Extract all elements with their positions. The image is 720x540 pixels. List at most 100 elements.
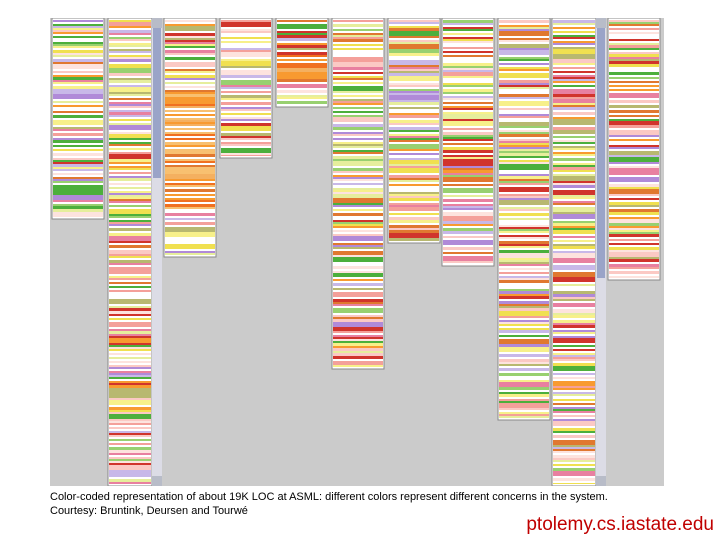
- concern-stripe: [609, 221, 659, 223]
- concern-stripe: [333, 292, 383, 294]
- scroll-thumb[interactable]: [153, 28, 161, 178]
- concern-stripe: [333, 203, 383, 205]
- concern-stripe: [165, 38, 215, 40]
- concern-stripe: [53, 59, 103, 62]
- concern-stripe: [221, 136, 271, 138]
- concern-stripe: [165, 200, 215, 202]
- concern-stripe: [221, 107, 271, 109]
- concern-stripe: [443, 114, 493, 119]
- concern-stripe: [609, 93, 659, 98]
- scroll-up-icon[interactable]: [152, 18, 162, 28]
- concern-stripe: [221, 50, 271, 52]
- concern-stripe: [221, 48, 271, 50]
- concern-stripe: [499, 134, 549, 137]
- scroll-down-icon[interactable]: [152, 476, 162, 486]
- concern-stripe: [499, 91, 549, 94]
- concern-stripe: [553, 228, 595, 230]
- concern-stripe: [553, 294, 595, 297]
- concern-stripe: [53, 120, 103, 125]
- concern-stripe: [389, 149, 439, 151]
- concern-stripe: [389, 111, 439, 113]
- concern-stripe: [499, 301, 549, 304]
- concern-stripe: [53, 177, 103, 179]
- scrollbar-2[interactable]: [152, 18, 162, 486]
- concern-stripe: [609, 257, 659, 259]
- concern-stripe: [109, 87, 151, 92]
- concern-stripe: [443, 199, 493, 202]
- concern-stripe: [53, 202, 103, 204]
- concern-stripe: [277, 24, 327, 29]
- concern-stripe: [553, 99, 595, 101]
- scroll-down-icon[interactable]: [596, 476, 606, 486]
- concern-stripe: [499, 194, 549, 196]
- concern-stripe: [221, 123, 271, 126]
- concern-stripe: [499, 320, 549, 322]
- concern-stripe: [333, 329, 383, 331]
- concern-stripe: [609, 239, 659, 241]
- concern-stripe: [443, 68, 493, 70]
- concern-stripe: [333, 299, 383, 302]
- concern-stripe: [109, 373, 151, 375]
- concern-stripe: [53, 113, 103, 115]
- concern-stripe: [277, 79, 327, 82]
- concern-stripe: [165, 69, 215, 71]
- concern-stripe: [221, 109, 271, 111]
- concern-stripe: [333, 224, 383, 226]
- concern-stripe: [109, 132, 151, 134]
- concern-stripe: [609, 89, 659, 91]
- concern-stripe: [443, 128, 493, 130]
- concern-stripe: [109, 371, 151, 373]
- concern-stripe: [165, 114, 215, 116]
- concern-stripe: [333, 288, 383, 290]
- concern-stripe: [333, 196, 383, 198]
- concern-stripe: [53, 75, 103, 77]
- concern-stripe: [499, 167, 549, 170]
- scrollbar-10[interactable]: [596, 18, 606, 486]
- concern-stripe: [553, 226, 595, 228]
- concern-stripe: [609, 115, 659, 117]
- concern-stripe: [53, 105, 103, 107]
- concern-stripe: [553, 464, 595, 466]
- concern-stripe: [499, 139, 549, 141]
- concern-stripe: [221, 37, 271, 39]
- concern-stripe: [221, 43, 271, 46]
- concern-stripe: [109, 443, 151, 445]
- concern-stripe: [333, 95, 383, 97]
- concern-stripe: [443, 37, 493, 39]
- concern-stripe: [443, 195, 493, 197]
- concern-stripe: [553, 117, 595, 119]
- concern-stripe: [499, 330, 549, 333]
- concern-stripe: [165, 62, 215, 67]
- concern-stripe: [389, 188, 439, 190]
- concern-stripe: [109, 345, 151, 347]
- concern-stripe: [499, 412, 549, 414]
- concern-stripe: [109, 292, 151, 297]
- concern-stripe: [277, 45, 327, 48]
- concern-stripe: [109, 78, 151, 80]
- concern-stripe: [221, 153, 271, 155]
- concern-stripe: [609, 209, 659, 212]
- concern-stripe: [553, 136, 595, 138]
- concern-stripe: [109, 407, 151, 410]
- concern-stripe: [221, 119, 271, 121]
- concern-stripe: [609, 267, 659, 269]
- scroll-thumb[interactable]: [597, 28, 605, 278]
- concern-stripe: [443, 70, 493, 72]
- concern-stripe: [109, 45, 151, 47]
- concern-stripe: [443, 157, 493, 159]
- concern-stripe: [109, 152, 151, 154]
- concern-stripe: [499, 280, 549, 283]
- concern-stripe: [553, 428, 595, 431]
- concern-stripe: [499, 108, 549, 110]
- concern-stripe: [277, 38, 327, 41]
- concern-stripe: [221, 126, 271, 131]
- concern-stripe: [553, 313, 595, 315]
- concern-stripe: [609, 198, 659, 200]
- concern-stripe: [499, 160, 549, 162]
- concern-stripe: [553, 75, 595, 77]
- concern-stripe: [389, 67, 439, 69]
- concern-stripe: [109, 314, 151, 316]
- concern-stripe: [221, 61, 271, 66]
- concern-stripe: [277, 84, 327, 86]
- scroll-up-icon[interactable]: [596, 18, 606, 28]
